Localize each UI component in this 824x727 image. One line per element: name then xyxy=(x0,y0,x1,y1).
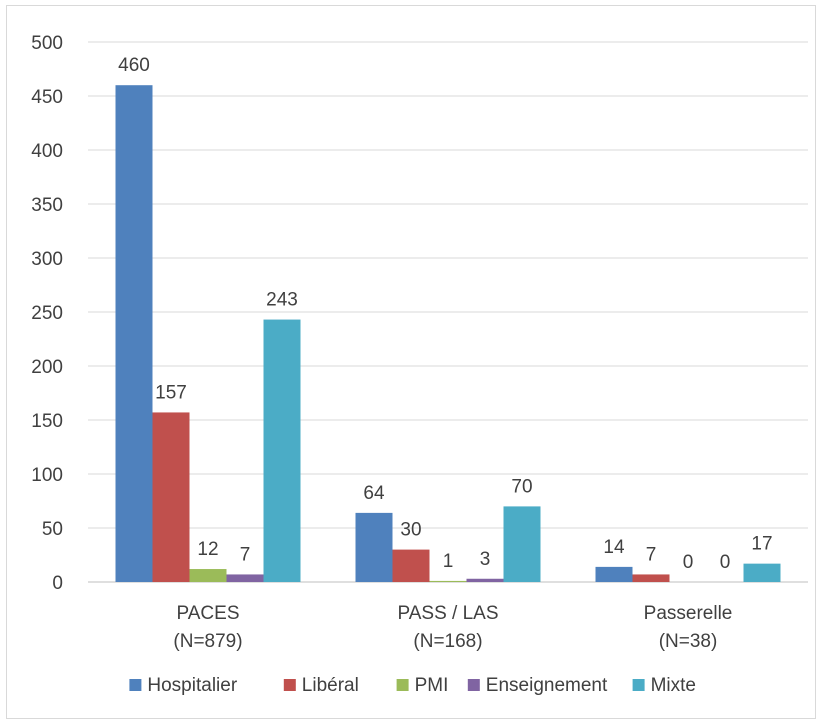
data-label: 30 xyxy=(400,520,421,541)
y-tick-label: 200 xyxy=(31,357,63,378)
y-tick-label: 150 xyxy=(31,411,63,432)
bar-pmi xyxy=(189,569,227,582)
bar-enseignement xyxy=(226,574,264,582)
data-label: 12 xyxy=(197,539,218,560)
data-label: 64 xyxy=(363,483,385,504)
legend-label: Hospitalier xyxy=(147,675,237,696)
y-tick-label: 300 xyxy=(31,249,63,270)
data-label: 7 xyxy=(646,544,657,565)
data-label: 14 xyxy=(603,537,625,558)
gridlines xyxy=(88,41,808,583)
bar-pmi xyxy=(429,580,467,582)
data-label: 70 xyxy=(511,476,532,497)
legend-swatch xyxy=(632,679,645,691)
x-category-label: PACES xyxy=(176,603,239,624)
bar-hospitalier xyxy=(595,566,633,582)
bar-hospitalier xyxy=(355,512,393,582)
y-tick-label: 450 xyxy=(31,87,63,108)
y-tick-label: 500 xyxy=(31,33,63,54)
y-tick-label: 400 xyxy=(31,141,63,162)
data-label: 3 xyxy=(480,549,491,570)
legend: Hospitalier Libéral PMI Enseignement Mixte xyxy=(129,675,696,696)
legend-swatch xyxy=(283,679,296,691)
legend-label: Libéral xyxy=(302,675,359,696)
data-label: 460 xyxy=(118,55,150,76)
data-label: 17 xyxy=(751,534,772,555)
legend-swatch xyxy=(467,679,480,691)
y-tick-label: 50 xyxy=(42,519,63,540)
x-category-label: (N=879) xyxy=(173,631,242,652)
bar-lib-ral xyxy=(632,574,670,582)
data-label: 7 xyxy=(240,544,251,565)
bar-mixte xyxy=(743,563,781,582)
x-category-label: (N=38) xyxy=(659,631,718,652)
data-label: 1 xyxy=(443,551,454,572)
y-tick-label: 350 xyxy=(31,195,63,216)
y-tick-label: 100 xyxy=(31,465,63,486)
y-tick-label: 250 xyxy=(31,303,63,324)
legend-label: Mixte xyxy=(651,675,696,696)
bar-enseignement xyxy=(466,578,504,582)
data-label: 157 xyxy=(155,382,187,403)
legend-swatch xyxy=(396,679,409,691)
x-axis: PACES (N=879) PASS / LAS (N=168) Passerelle (… xyxy=(173,603,732,652)
bar-lib-ral xyxy=(392,549,430,582)
data-label: 243 xyxy=(266,290,298,311)
legend-label: Enseignement xyxy=(486,675,608,696)
y-tick-label: 0 xyxy=(52,573,63,594)
legend-label: PMI xyxy=(415,675,449,696)
bar-mixte xyxy=(503,506,541,582)
bar-mixte xyxy=(263,319,301,582)
bar-lib-ral xyxy=(152,412,190,582)
x-category-label: Passerelle xyxy=(644,603,733,624)
x-category-label: PASS / LAS xyxy=(397,603,498,624)
legend-swatch xyxy=(129,679,142,691)
x-category-label: (N=168) xyxy=(413,631,482,652)
y-axis-ticks: 0 50 100 150 200 250 300 350 400 450 500 xyxy=(31,33,63,594)
data-label: 0 xyxy=(720,552,731,573)
data-label: 0 xyxy=(683,552,694,573)
bar-hospitalier xyxy=(115,85,153,582)
bars xyxy=(115,85,781,582)
